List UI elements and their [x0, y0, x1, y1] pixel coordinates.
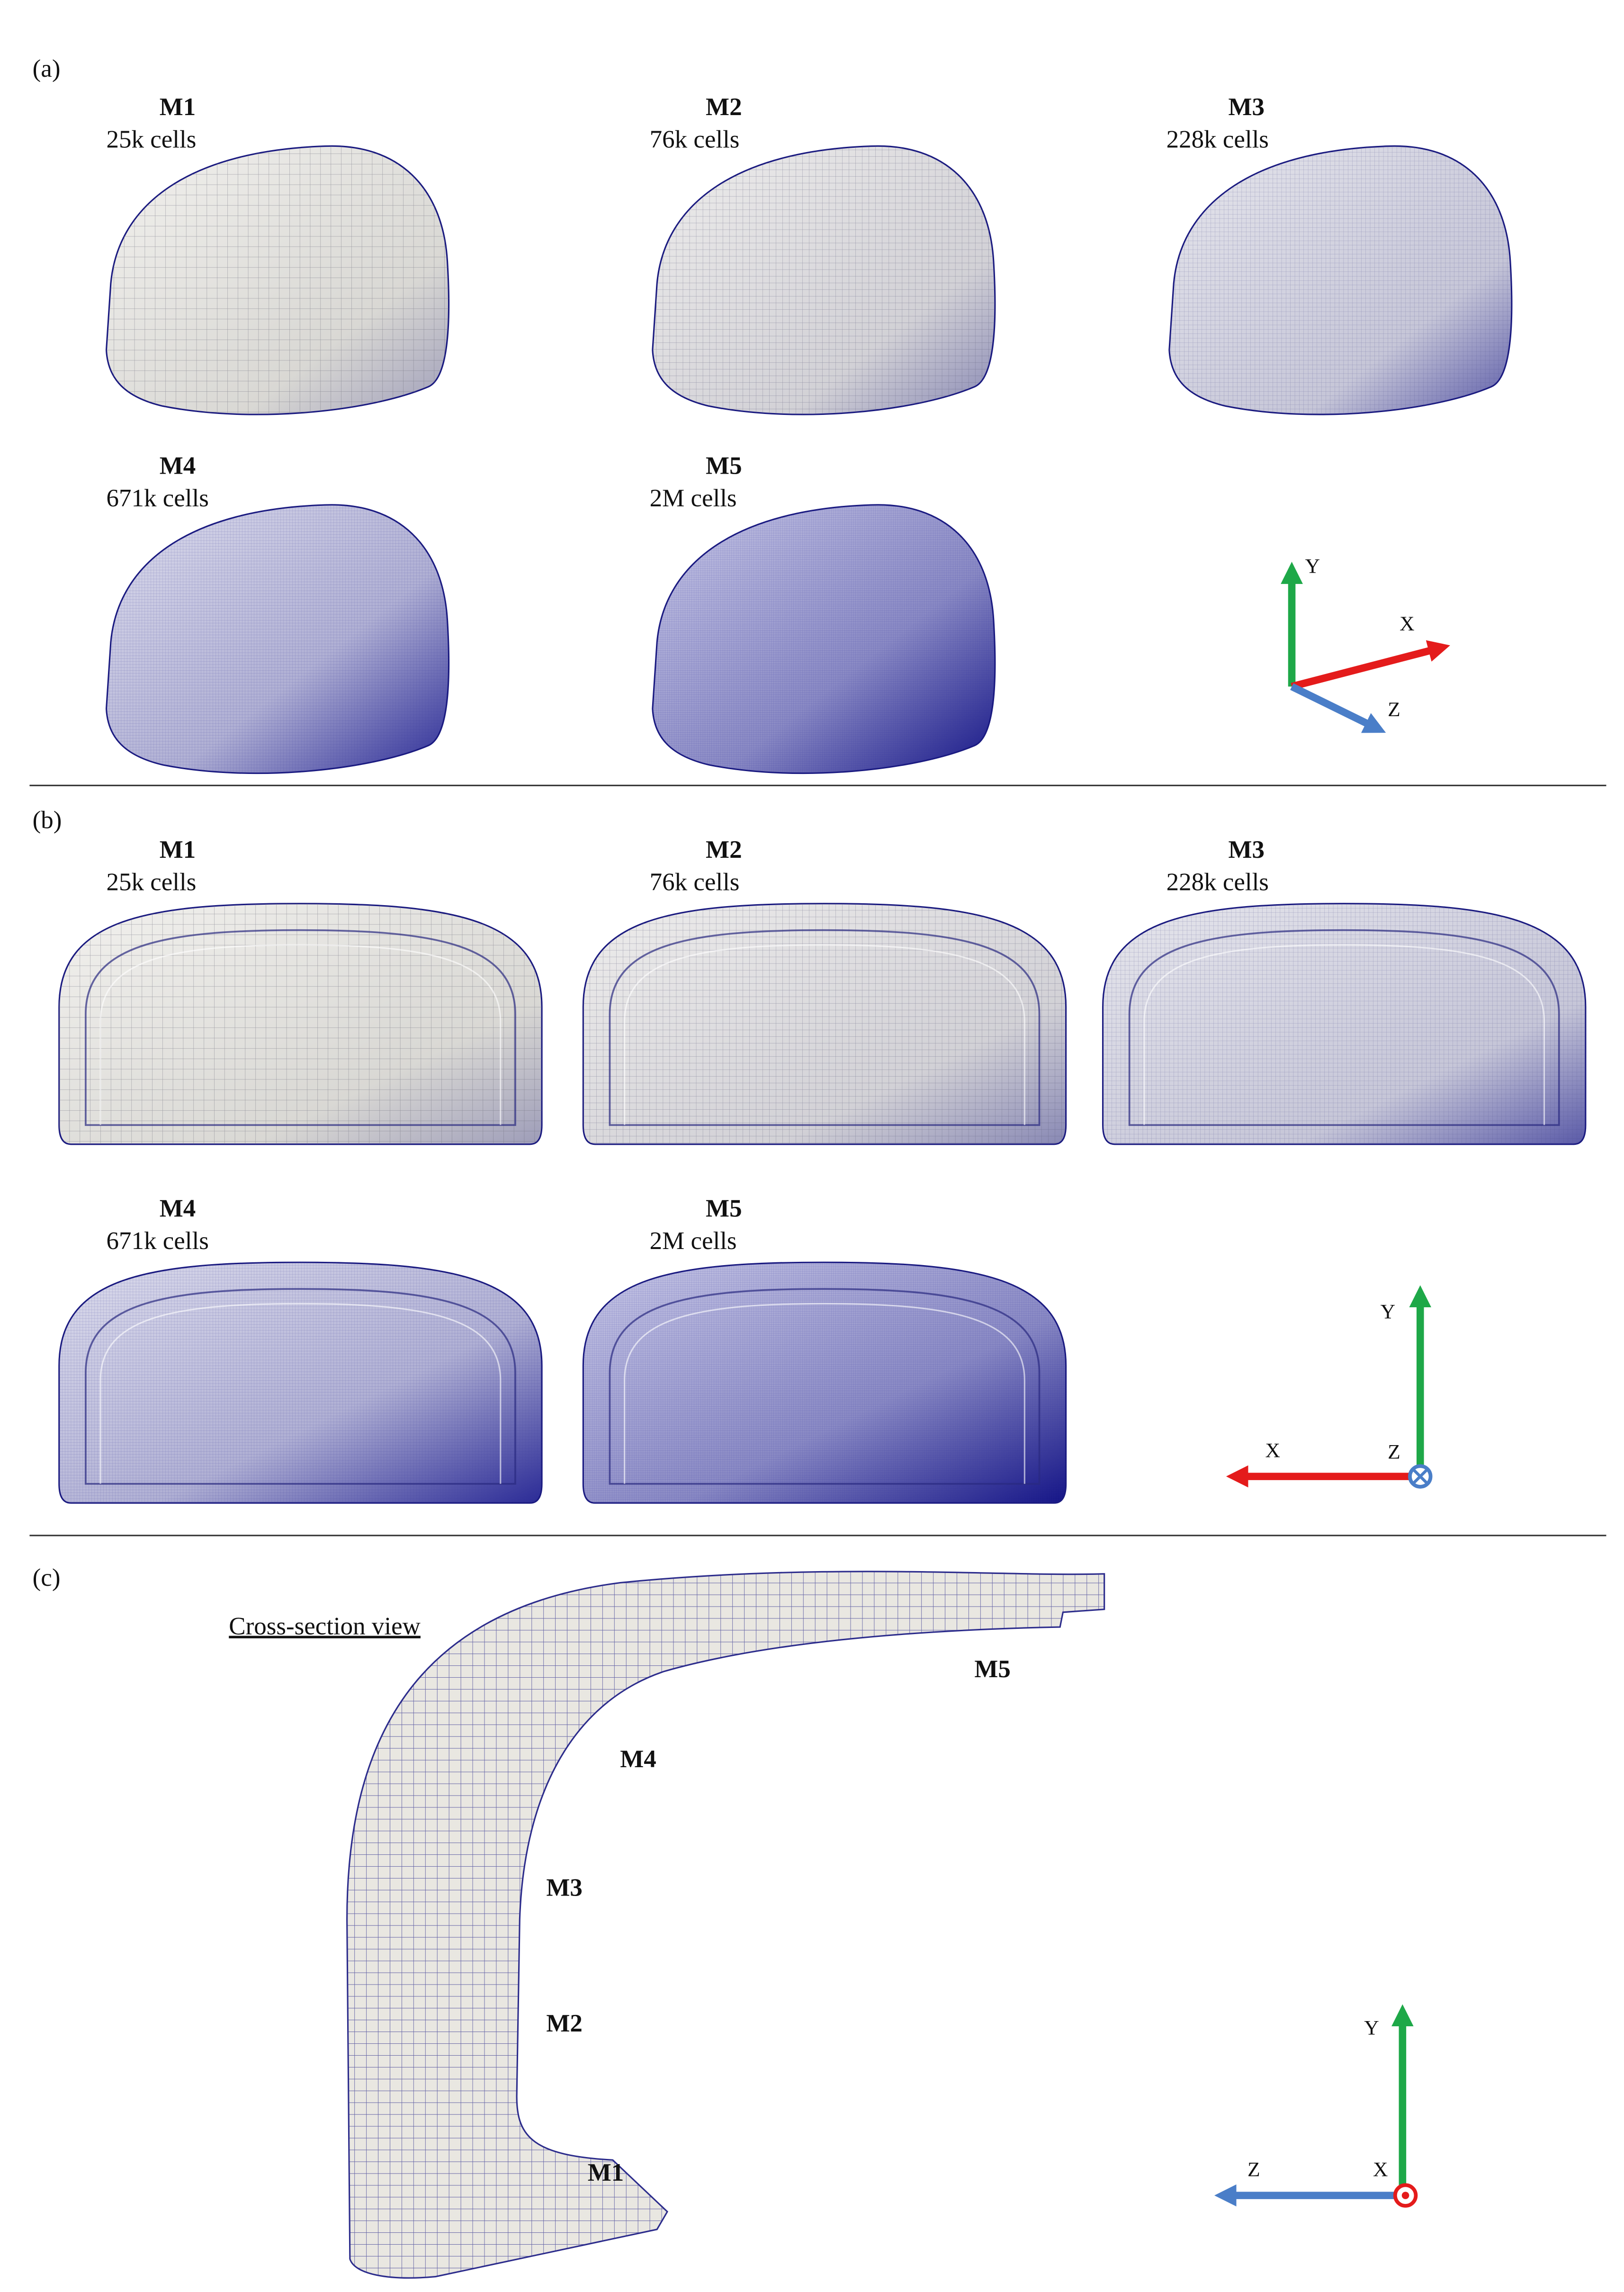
axis-x — [1401, 2192, 1409, 2199]
mesh-inner — [85, 1288, 516, 1485]
mesh-name: M3 — [1229, 93, 1265, 121]
mesh-inner — [1143, 944, 1545, 1125]
axis-label: X — [1400, 612, 1415, 635]
mesh-view — [1168, 145, 1513, 415]
mesh-name: M1 — [160, 836, 196, 863]
mesh-grid — [1169, 146, 1512, 415]
mesh-name: M3 — [1229, 836, 1265, 863]
cell-count: 25k cells — [107, 126, 197, 153]
cell-count: 2M cells — [650, 485, 737, 512]
mesh-grid — [59, 1262, 542, 1503]
zone-label: M4 — [620, 1745, 656, 1773]
zone-label: M2 — [546, 2010, 583, 2037]
mesh-name: M4 — [160, 452, 196, 480]
mesh-name: M1 — [160, 93, 196, 121]
caption: Cross-section view — [229, 1613, 421, 1640]
axis-label: Y — [1381, 1301, 1396, 1323]
mesh-view — [58, 1261, 543, 1504]
axis-z — [1411, 1468, 1429, 1485]
axis-label: Z — [1388, 698, 1400, 721]
zone-label: M3 — [546, 1874, 583, 1901]
mesh-inner — [1128, 929, 1560, 1126]
mesh-grid — [583, 1262, 1066, 1503]
zone-label: M5 — [974, 1655, 1011, 1683]
axis-label: Z — [1247, 2158, 1260, 2181]
zone-label: M1 — [588, 2159, 624, 2186]
mesh-name: M2 — [706, 93, 742, 121]
mesh-view — [58, 903, 543, 1145]
axis-label: Z — [1388, 1441, 1400, 1464]
mesh-view — [1102, 903, 1587, 1145]
mesh-grid — [1103, 903, 1586, 1144]
axis-label: X — [1373, 2158, 1388, 2181]
mesh-view — [105, 504, 450, 774]
cell-count: 25k cells — [107, 869, 197, 896]
mesh-inner — [609, 929, 1041, 1126]
panel-label: (c) — [33, 1564, 61, 1591]
mesh-name: M4 — [160, 1195, 196, 1222]
mesh-grid — [106, 146, 449, 415]
axis-label: X — [1265, 1439, 1280, 1462]
mesh-inner — [99, 944, 502, 1125]
mesh-grid — [59, 903, 542, 1144]
mesh-name: M2 — [706, 836, 742, 863]
cell-count: 228k cells — [1166, 869, 1269, 896]
mesh-view — [652, 145, 996, 415]
cell-count: 671k cells — [107, 485, 209, 512]
mesh-view — [105, 145, 450, 415]
mesh-grid — [583, 903, 1066, 1144]
panel-label: (a) — [33, 55, 61, 82]
cross-section — [346, 1571, 1105, 2279]
mesh-view — [652, 504, 996, 774]
mesh-grid — [106, 504, 449, 773]
cell-count: 228k cells — [1166, 126, 1269, 153]
mesh-view — [582, 1261, 1067, 1504]
mesh-name: M5 — [706, 452, 742, 480]
mesh-inner — [624, 1303, 1025, 1484]
axis-arrow — [1291, 640, 1450, 690]
panel-label: (b) — [33, 807, 62, 834]
cell-count: 76k cells — [650, 126, 740, 153]
mesh-name: M5 — [706, 1195, 742, 1222]
axis-arrow — [1290, 683, 1386, 733]
axis-label: Y — [1305, 555, 1320, 577]
cell-count: 671k cells — [107, 1227, 209, 1255]
mesh-inner — [624, 944, 1025, 1125]
cell-count: 76k cells — [650, 869, 740, 896]
mesh-grid — [652, 504, 995, 773]
mesh-inner — [609, 1288, 1041, 1485]
mesh-grid — [652, 146, 995, 415]
mesh-view — [582, 903, 1067, 1145]
cell-count: 2M cells — [650, 1227, 737, 1255]
axis-label: Y — [1364, 2016, 1379, 2039]
mesh-inner — [99, 1303, 502, 1484]
mesh-inner — [85, 929, 516, 1126]
